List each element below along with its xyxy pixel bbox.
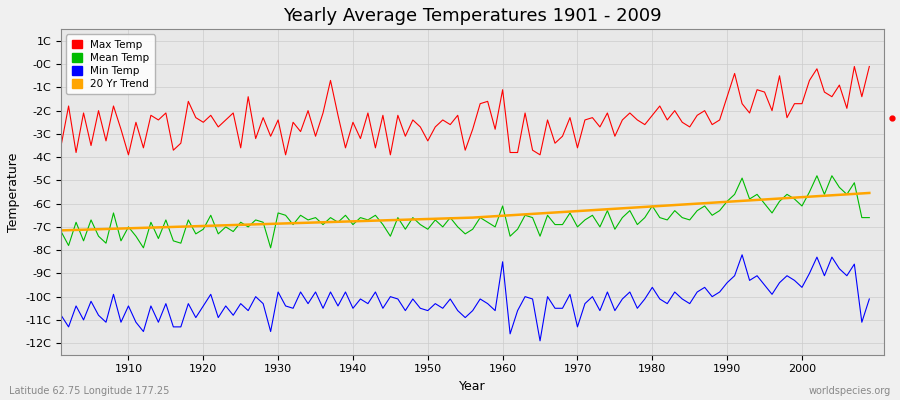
20 Yr Trend [587,208,598,212]
Mean Temp [56,229,67,234]
Line: Max Temp: Max Temp [61,66,869,155]
Line: Min Temp: Min Temp [61,255,869,341]
Mean Temp [864,215,875,220]
Max Temp [56,143,67,148]
Line: 20 Yr Trend: 20 Yr Trend [61,193,869,230]
20 Yr Trend [325,220,336,224]
20 Yr Trend [115,226,126,231]
Max Temp [505,150,516,155]
Max Temp [123,152,134,157]
Max Temp [849,64,859,69]
Min Temp [595,308,606,313]
Title: Yearly Average Temperatures 1901 - 2009: Yearly Average Temperatures 1901 - 2009 [284,7,662,25]
Mean Temp [812,173,823,178]
Mean Temp [115,238,126,243]
Min Temp [497,259,508,264]
Mean Temp [138,246,148,250]
Min Temp [115,320,126,325]
Mean Temp [497,204,508,208]
Line: Mean Temp: Mean Temp [61,176,869,248]
Min Temp [535,338,545,343]
Max Temp [497,87,508,92]
Min Temp [56,313,67,318]
Text: Latitude 62.75 Longitude 177.25: Latitude 62.75 Longitude 177.25 [9,386,169,396]
20 Yr Trend [280,221,291,226]
20 Yr Trend [497,213,508,218]
Min Temp [325,290,336,294]
Max Temp [595,124,606,129]
Min Temp [864,296,875,301]
Mean Temp [288,222,299,227]
Min Temp [280,304,291,308]
Max Temp [115,127,126,132]
20 Yr Trend [56,228,67,233]
Min Temp [490,308,500,313]
Y-axis label: Temperature: Temperature [7,152,20,232]
X-axis label: Year: Year [459,380,486,393]
Legend: Max Temp, Mean Temp, Min Temp, 20 Yr Trend: Max Temp, Mean Temp, Min Temp, 20 Yr Tre… [67,34,155,94]
Mean Temp [595,224,606,229]
Max Temp [333,113,344,118]
Mean Temp [333,220,344,225]
Text: worldspecies.org: worldspecies.org [809,386,891,396]
20 Yr Trend [490,214,500,219]
20 Yr Trend [864,190,875,195]
Mean Temp [505,234,516,239]
Max Temp [864,64,875,69]
Min Temp [737,252,748,257]
Max Temp [288,120,299,125]
